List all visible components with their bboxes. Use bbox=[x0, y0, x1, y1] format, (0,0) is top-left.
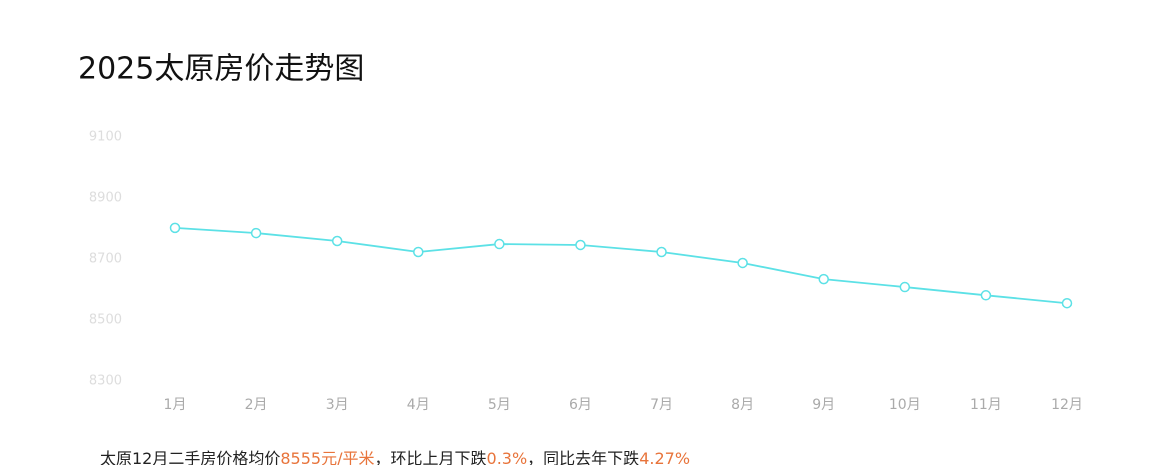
y-tick-label: 8700 bbox=[89, 252, 122, 267]
x-tick-label: 8月 bbox=[731, 397, 754, 413]
y-tick-label: 9100 bbox=[89, 130, 122, 145]
point bbox=[818, 273, 829, 285]
x-tick-label: 7月 bbox=[650, 397, 673, 413]
point bbox=[737, 257, 748, 269]
x-tick-label: 6月 bbox=[569, 397, 592, 413]
point bbox=[413, 246, 424, 258]
x-tick-label: 1月 bbox=[164, 397, 187, 413]
x-tick-label: 11月 bbox=[970, 397, 1002, 413]
footer-yoy: 4.27% bbox=[639, 449, 690, 465]
y-tick-label: 8500 bbox=[89, 313, 122, 328]
point bbox=[980, 290, 992, 301]
point bbox=[250, 227, 262, 239]
footer-mid: ，环比上月下跌 bbox=[375, 449, 487, 465]
x-tick-label: 3月 bbox=[326, 397, 349, 413]
line bbox=[174, 226, 1068, 305]
x-tick-label: 9月 bbox=[812, 397, 835, 413]
point bbox=[331, 235, 343, 247]
point bbox=[494, 238, 505, 250]
x-tick-label: 12月 bbox=[1051, 397, 1083, 413]
footer-price: 8555元/平米 bbox=[280, 449, 374, 465]
x-tick-label: 10月 bbox=[889, 397, 921, 413]
y-tick-label: 8300 bbox=[89, 374, 122, 389]
footer-mid2: ，同比去年下跌 bbox=[527, 449, 639, 465]
x-tick-label: 5月 bbox=[488, 397, 511, 413]
footer-text: 太原12月二手房价格均价8555元/平米，环比上月下跌0.3%，同比去年下跌4.… bbox=[100, 449, 690, 465]
x-tick-label: 2月 bbox=[245, 397, 268, 413]
point bbox=[899, 281, 911, 293]
point bbox=[169, 222, 181, 234]
y-tick-label: 8900 bbox=[89, 191, 122, 206]
x-tick-label: 4月 bbox=[407, 397, 430, 413]
footer-mom: 0.3% bbox=[487, 449, 528, 465]
point bbox=[575, 239, 586, 251]
point bbox=[656, 246, 667, 258]
point bbox=[1061, 297, 1073, 309]
footer-prefix: 太原12月二手房价格均价 bbox=[100, 449, 280, 465]
chart-title: 2025太原房价走势图 bbox=[78, 52, 364, 87]
